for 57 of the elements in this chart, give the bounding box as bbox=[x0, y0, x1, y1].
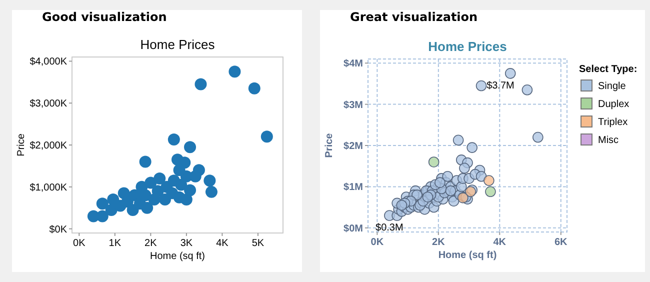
legend-label: Duplex bbox=[598, 99, 630, 110]
point bbox=[141, 202, 154, 214]
y-axis-title: Price bbox=[16, 133, 27, 156]
point bbox=[139, 189, 152, 202]
point bbox=[248, 82, 260, 94]
point bbox=[484, 175, 494, 186]
point bbox=[96, 210, 108, 222]
legend-label: Misc bbox=[598, 135, 619, 146]
y-tick-label: $4M bbox=[344, 58, 363, 70]
point bbox=[107, 193, 120, 206]
x-tick-label: 3K bbox=[180, 238, 193, 249]
annotation: $3.7M bbox=[486, 80, 514, 92]
point bbox=[96, 198, 108, 210]
y-tick-label: $0K bbox=[49, 224, 68, 236]
chart-title: Home Prices bbox=[140, 37, 216, 52]
legend-label: Triplex bbox=[598, 117, 628, 128]
point bbox=[485, 186, 496, 198]
chart-title: Home Prices bbox=[428, 39, 507, 54]
point bbox=[228, 66, 241, 78]
x-tick-label: 2K bbox=[144, 238, 158, 249]
x-tick-label: 5K bbox=[252, 238, 264, 249]
y-axis-title: Price bbox=[324, 132, 335, 158]
y-tick-label: $3,000K bbox=[30, 98, 68, 110]
legend-label: Single bbox=[598, 81, 626, 92]
x-tick-label: 6K bbox=[554, 237, 568, 248]
y-tick-label: $1,000K bbox=[30, 182, 68, 194]
x-tick-label: 1K bbox=[108, 238, 122, 249]
x-tick-label: 0K bbox=[370, 237, 384, 248]
x-tick-label: 2K bbox=[432, 237, 446, 248]
x-tick-label: 4K bbox=[216, 238, 229, 249]
point bbox=[205, 186, 218, 198]
text: Good visualization bbox=[42, 10, 167, 24]
point bbox=[154, 172, 166, 185]
y-tick-label: $4,000K bbox=[30, 56, 68, 68]
x-tick-label: 4K bbox=[493, 237, 507, 248]
y-tick-label: $0M bbox=[344, 223, 363, 234]
y-tick-label: $3M bbox=[344, 100, 363, 111]
point bbox=[189, 170, 202, 182]
annotation: $0.3M bbox=[376, 222, 404, 234]
point bbox=[173, 164, 186, 176]
point bbox=[204, 174, 216, 187]
y-tick-label: $1M bbox=[344, 182, 363, 194]
legend-title: Select Type: bbox=[579, 64, 638, 75]
x-axis-title: Home (sq ft) bbox=[438, 250, 497, 261]
point bbox=[260, 130, 273, 143]
point bbox=[184, 141, 196, 154]
point bbox=[168, 134, 180, 146]
x-tick-label: 0K bbox=[73, 238, 86, 249]
point bbox=[184, 184, 196, 196]
y-tick-label: $2,000K bbox=[30, 140, 68, 152]
x-axis-title: Home (sq ft) bbox=[150, 251, 206, 262]
point bbox=[194, 78, 207, 90]
point bbox=[180, 193, 192, 206]
point bbox=[428, 156, 440, 168]
text: Great visualization bbox=[350, 10, 478, 24]
y-tick-label: $2M bbox=[344, 141, 363, 152]
point bbox=[139, 156, 152, 168]
